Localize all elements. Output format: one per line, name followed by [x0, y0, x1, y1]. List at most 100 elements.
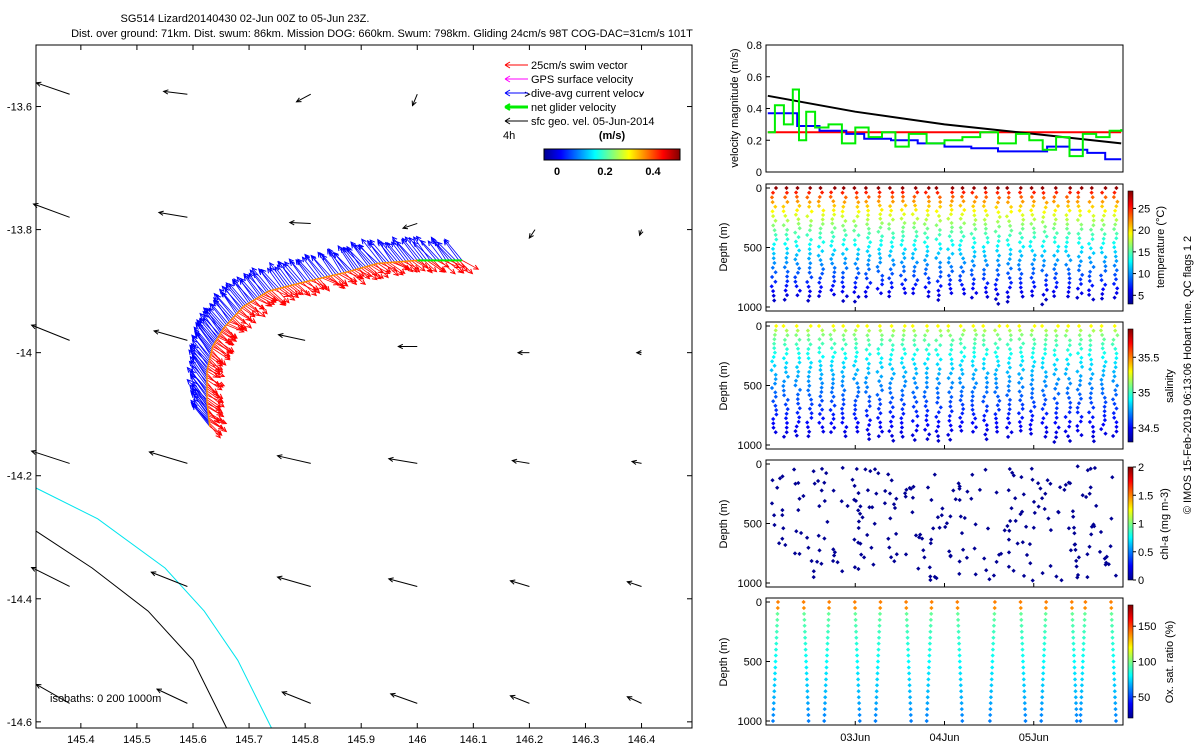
section-2-point-623 [1051, 289, 1056, 294]
section-3-point-314 [911, 390, 916, 395]
chla-point-201 [852, 565, 858, 570]
section-3-point-329 [926, 342, 931, 348]
oxygen-point-273 [1108, 599, 1114, 605]
section-3-point-334 [925, 366, 930, 371]
section-3-point-245 [875, 415, 881, 421]
section-2-point-210 [867, 231, 872, 236]
section-3-point-668 [1075, 405, 1080, 410]
section-3-point-625 [1066, 323, 1071, 329]
section-2-point-558 [1029, 221, 1034, 227]
dac-vector-head-16 [189, 373, 196, 380]
section-2-point-494 [994, 277, 999, 282]
section-2-point-498 [993, 296, 999, 302]
section-3-point-13 [772, 381, 778, 386]
section-3-point-733 [1113, 360, 1118, 365]
chla-point-178 [840, 569, 845, 574]
swim-vector-99 [307, 280, 320, 294]
swim-vector-head-57 [230, 333, 237, 340]
chla-point-69 [913, 533, 919, 538]
geo-vector-7 [158, 212, 188, 218]
section-3-point-541 [1019, 393, 1024, 398]
section-2-point-422 [959, 282, 965, 287]
section-2-point-532 [1021, 217, 1026, 222]
section-2-point-36 [785, 237, 790, 242]
chla-point-63 [984, 568, 989, 573]
section-3-point-346 [925, 422, 930, 428]
section-2-point-425 [971, 185, 977, 191]
section-2-point-424 [962, 291, 967, 296]
section-3-point-520 [1005, 416, 1011, 421]
section-2-point-511 [1005, 237, 1010, 243]
section-2-point-421 [957, 278, 963, 283]
section-2-point-463 [981, 244, 986, 250]
swim-vector-18 [206, 392, 225, 408]
section-3-point-203 [866, 337, 871, 343]
section-2-point-149 [831, 292, 837, 297]
geo-vector-6 [33, 203, 70, 218]
geo-vector-18 [31, 450, 70, 464]
section-2-point-606 [1052, 212, 1057, 218]
dac-vector-36 [191, 334, 211, 358]
section-2-point-346 [926, 280, 932, 285]
section-2-point-273 [887, 289, 892, 295]
section-2-point-621 [1054, 280, 1059, 285]
chla-point-6 [1070, 509, 1076, 514]
geo-vector-10 [528, 229, 536, 239]
section-2-point-110 [818, 230, 823, 236]
section-3-point-740 [1113, 392, 1119, 397]
section-2-point-649 [1065, 294, 1071, 299]
section-3-point-602 [1054, 333, 1059, 338]
swim-vector-head-109 [341, 279, 348, 285]
chla-point-199 [888, 555, 894, 560]
oxygen-point-110 [905, 629, 910, 634]
section-3-point-444 [970, 407, 975, 412]
section-3-point-722 [1101, 422, 1106, 427]
chla-point-206 [1005, 523, 1010, 529]
oxygen-point-71 [854, 647, 859, 652]
section-2-point-219 [863, 271, 869, 277]
section-3-point-609 [1053, 367, 1059, 372]
swim-vector-head-12 [218, 412, 225, 418]
section-2-point-469 [981, 272, 987, 277]
swim-vector-head-48 [226, 347, 233, 354]
oxygen-point-28 [803, 641, 808, 646]
section-2-point-550 [1029, 185, 1034, 191]
swim-vector-head-59 [236, 325, 243, 331]
chla-point-230 [835, 560, 840, 565]
section-3-point-728 [1111, 337, 1116, 342]
section-3-point-301 [911, 328, 917, 333]
geo-vector-head-5 [638, 91, 645, 98]
section-3-point-593 [1040, 406, 1045, 412]
chla-point-23 [1011, 473, 1016, 478]
swim-vector-152 [455, 260, 468, 272]
oxygen-point-258 [1081, 635, 1087, 640]
section-2-point-328 [926, 199, 932, 204]
section-2-point-366 [938, 260, 943, 265]
section-3-point-371 [936, 424, 941, 429]
dac-vector-26 [192, 356, 208, 376]
section-2-point-274 [887, 294, 892, 299]
swim-vector-29 [207, 368, 225, 377]
section-2-point-267 [891, 262, 896, 267]
chla-point-175 [973, 572, 978, 577]
swim-vector-head-2 [216, 430, 223, 437]
section-3-point-292 [901, 402, 907, 407]
chla-point-65 [797, 551, 802, 557]
section-2-point-197 [852, 289, 857, 295]
section-2-point-667 [1077, 263, 1082, 268]
swim-vector-105 [324, 276, 343, 286]
chla-point-123 [1087, 491, 1092, 496]
section-2-point-142 [830, 261, 835, 266]
chla-point-173 [1067, 481, 1073, 486]
section-2-point-217 [865, 262, 871, 267]
section-2-ytick-label-0: 0 [756, 183, 762, 195]
oxygen-point-137 [926, 665, 932, 670]
section-2-point-128 [831, 199, 836, 204]
section-4-cb-label-4: 2 [1138, 462, 1144, 474]
section-3-point-5 [772, 345, 777, 351]
swim-vector-head-99 [314, 288, 321, 294]
section-3-point-154 [843, 342, 848, 347]
chla-point-86 [857, 511, 863, 516]
oxygen-point-10 [773, 659, 778, 664]
